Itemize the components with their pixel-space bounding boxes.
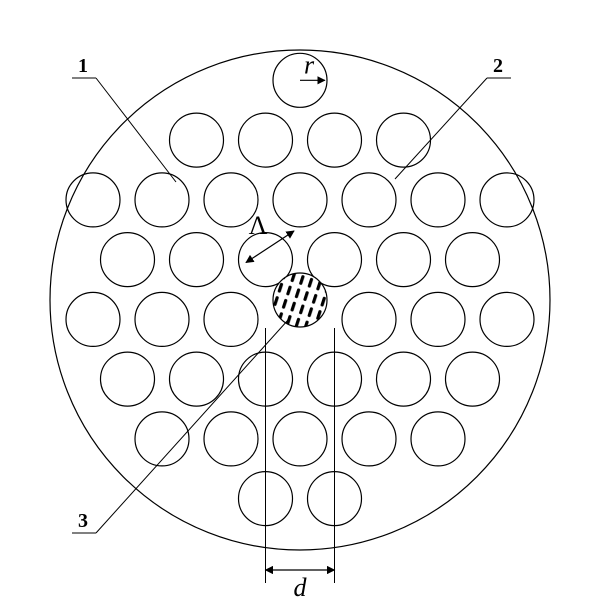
label-d: d: [294, 573, 308, 599]
callout-3-label: 3: [78, 510, 88, 532]
core-circle: [273, 273, 327, 327]
callout-1-label: 1: [78, 55, 88, 77]
label-pitch: Λ: [249, 211, 268, 240]
fiber-crosssection-diagram: r Λd 1 2 3: [0, 0, 591, 599]
callout-2-label: 2: [493, 55, 503, 77]
label-r: r: [304, 50, 315, 79]
